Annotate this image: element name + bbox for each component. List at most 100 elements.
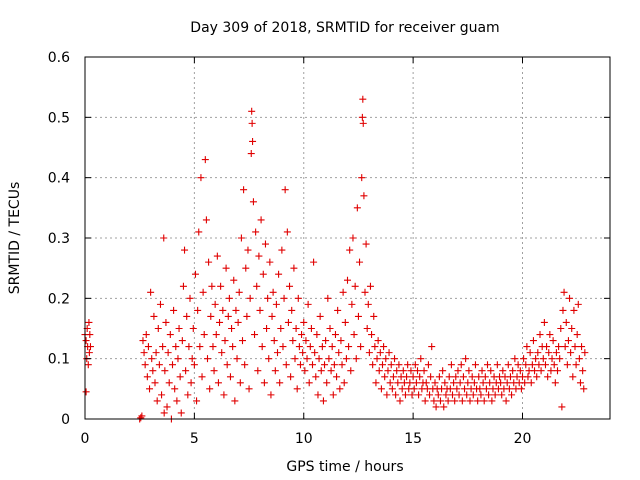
data-point (280, 294, 288, 302)
data-point (359, 95, 367, 103)
data-point (258, 343, 266, 351)
data-point (165, 379, 173, 387)
data-point (476, 385, 484, 393)
data-point (374, 337, 382, 345)
data-point (329, 391, 337, 399)
data-point (241, 361, 249, 369)
data-point (163, 403, 171, 411)
data-point (349, 234, 357, 242)
data-point (342, 355, 350, 363)
data-point (471, 361, 479, 369)
data-point (550, 361, 558, 369)
data-point (578, 343, 586, 351)
data-point (526, 349, 534, 357)
data-point (277, 325, 285, 332)
data-point (450, 379, 458, 387)
data-point (186, 294, 194, 302)
data-point (453, 385, 461, 393)
data-point (459, 373, 467, 381)
data-point (150, 312, 158, 320)
data-point (575, 355, 583, 363)
y-tick-label: 0.5 (48, 110, 70, 126)
data-point (580, 385, 588, 393)
data-point (160, 234, 168, 242)
data-point (237, 234, 245, 242)
data-point (502, 397, 510, 405)
axis-ticks (84, 56, 610, 420)
data-point (370, 312, 378, 320)
data-point (348, 300, 356, 308)
data-point (456, 379, 464, 387)
data-point (464, 379, 472, 387)
data-point (522, 361, 530, 369)
data-point (481, 373, 489, 381)
data-point (340, 379, 348, 387)
data-point (179, 282, 187, 290)
data-point (380, 343, 388, 351)
data-point (521, 379, 529, 387)
data-point (546, 331, 554, 339)
data-point (195, 228, 203, 236)
data-point (504, 361, 512, 369)
data-point (151, 379, 159, 387)
data-point (242, 264, 250, 272)
data-point (201, 156, 209, 164)
data-point (384, 367, 392, 375)
data-point (207, 312, 215, 320)
data-point (187, 379, 195, 387)
data-point (324, 294, 332, 302)
data-point (305, 379, 313, 387)
data-point (200, 331, 208, 339)
data-point (181, 246, 189, 254)
data-point (260, 379, 268, 387)
data-point (162, 318, 170, 326)
data-point (302, 337, 310, 345)
data-point (570, 306, 578, 314)
data-point (159, 343, 167, 351)
data-point (564, 337, 572, 345)
data-point (224, 312, 232, 320)
data-point (341, 318, 349, 326)
data-point (281, 186, 289, 194)
data-point (362, 240, 370, 248)
data-point (217, 282, 225, 290)
data-point (528, 361, 536, 369)
data-point (392, 391, 400, 399)
data-point (406, 379, 414, 387)
data-point (407, 367, 415, 375)
data-point (214, 379, 222, 387)
data-point (394, 379, 402, 387)
data-point (424, 361, 432, 369)
data-point (202, 216, 210, 224)
data-point (414, 367, 421, 375)
data-point (209, 343, 217, 351)
data-point (304, 300, 312, 308)
data-point (312, 373, 320, 381)
data-point (286, 282, 294, 290)
data-point (294, 294, 302, 302)
data-point (368, 331, 376, 339)
data-point (410, 385, 418, 393)
data-point (142, 331, 150, 339)
data-point (523, 343, 531, 351)
data-point (147, 288, 155, 296)
data-point (86, 343, 94, 351)
data-point (420, 367, 428, 375)
data-point (474, 397, 482, 405)
data-point (534, 349, 542, 357)
data-point (441, 379, 449, 387)
data-point (506, 373, 514, 381)
data-point (480, 397, 488, 405)
data-point (296, 361, 304, 369)
data-point (416, 373, 424, 381)
data-point (537, 367, 545, 375)
data-point (306, 343, 314, 351)
data-point (447, 361, 455, 369)
data-point (395, 361, 403, 369)
data-point (144, 343, 152, 351)
data-point (208, 282, 216, 290)
data-point (275, 270, 283, 278)
data-point (487, 367, 495, 375)
data-point (485, 391, 493, 399)
